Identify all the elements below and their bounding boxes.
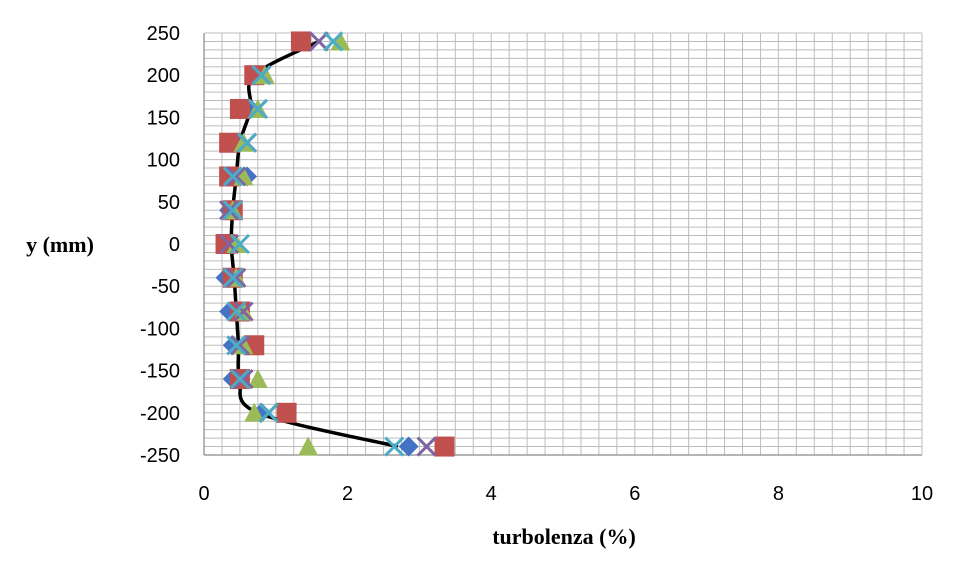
data-points [215, 31, 455, 457]
data-point-x-stroke [229, 368, 250, 390]
y-tick-label: -250 [140, 445, 180, 467]
data-point-x-stroke [219, 200, 240, 221]
data-point-x [237, 132, 258, 153]
y-tick-label: 200 [147, 65, 180, 87]
data-point-x [308, 31, 329, 52]
data-point-x [384, 436, 405, 457]
data-point-x [229, 233, 250, 255]
x-tick-label: 4 [486, 483, 497, 505]
data-point-x [416, 436, 437, 457]
y-tick-label: 0 [169, 234, 180, 256]
data-point-square [229, 98, 250, 119]
data-point-x [247, 98, 268, 120]
data-point-x [219, 200, 240, 221]
y-tick-label: -150 [140, 361, 180, 383]
data-point-x-stroke [222, 166, 243, 187]
x-tick-label: 2 [342, 483, 353, 505]
data-point-x-stroke [323, 31, 344, 52]
data-point-triangle [255, 65, 276, 85]
data-point-diamond [398, 436, 419, 457]
y-tick-label: 50 [158, 192, 180, 214]
x-tick-label: 6 [629, 483, 640, 505]
data-point-x-stroke [258, 402, 279, 423]
data-point-square [290, 31, 311, 52]
data-point-triangle [244, 402, 265, 422]
x-tick-label: 0 [198, 483, 209, 505]
data-point-square [434, 436, 455, 457]
tick-labels: 0 2 4 6 8 10 250 200 150 100 50 0 -50 -100 -150 -200 -25… [140, 23, 933, 505]
data-point-x-stroke [226, 267, 247, 288]
grid [203, 32, 923, 456]
axes [203, 32, 923, 456]
data-point-x [226, 166, 247, 187]
data-point-x-stroke [229, 335, 250, 356]
data-point-triangle [247, 369, 268, 389]
y-tick-label: 100 [147, 150, 180, 172]
x-tick-label: 8 [773, 483, 784, 505]
data-point-x [229, 368, 250, 390]
data-point-x-stroke [229, 233, 250, 255]
data-point-triangle [298, 436, 319, 456]
data-point-x [226, 335, 247, 356]
data-point-x [233, 301, 254, 322]
data-point-x [226, 301, 247, 322]
y-tick-label: 250 [147, 23, 180, 45]
data-point-x [258, 402, 279, 423]
data-point-x [233, 368, 254, 390]
data-point-x-stroke [226, 301, 247, 322]
data-point-x-stroke [226, 335, 247, 356]
data-point-x [323, 31, 344, 52]
data-point-square [276, 402, 297, 423]
data-point-square [219, 132, 240, 153]
y-tick-label: 150 [147, 107, 180, 129]
x-axis-label: turbolenza (%) [492, 524, 636, 549]
data-point-x [222, 200, 243, 221]
y-axis-label: y (mm) [26, 232, 94, 257]
data-point-x-stroke [416, 436, 437, 457]
y-tick-label: -200 [140, 403, 180, 425]
data-point-x-stroke [237, 132, 258, 153]
data-point-x-stroke [251, 65, 272, 86]
y-tick-label: -50 [151, 276, 180, 298]
data-point-x [222, 166, 243, 187]
data-point-x-stroke [226, 166, 247, 187]
data-point-x-stroke [222, 200, 243, 221]
data-point-x [229, 335, 250, 356]
data-point-x-stroke [247, 98, 268, 120]
data-point-x [251, 65, 272, 86]
y-tick-label: -100 [140, 318, 180, 340]
data-point-square [219, 166, 240, 187]
series-x [222, 31, 405, 457]
x-tick-label: 10 [911, 483, 933, 505]
data-point-x-stroke [222, 267, 243, 288]
data-point-x [226, 267, 247, 288]
data-point-x-stroke [233, 301, 254, 322]
data-point-x [222, 267, 243, 288]
data-point-triangle [233, 132, 254, 152]
data-point-x-stroke [308, 31, 329, 52]
data-point-x-stroke [384, 436, 405, 457]
data-point-x-stroke [233, 368, 254, 390]
